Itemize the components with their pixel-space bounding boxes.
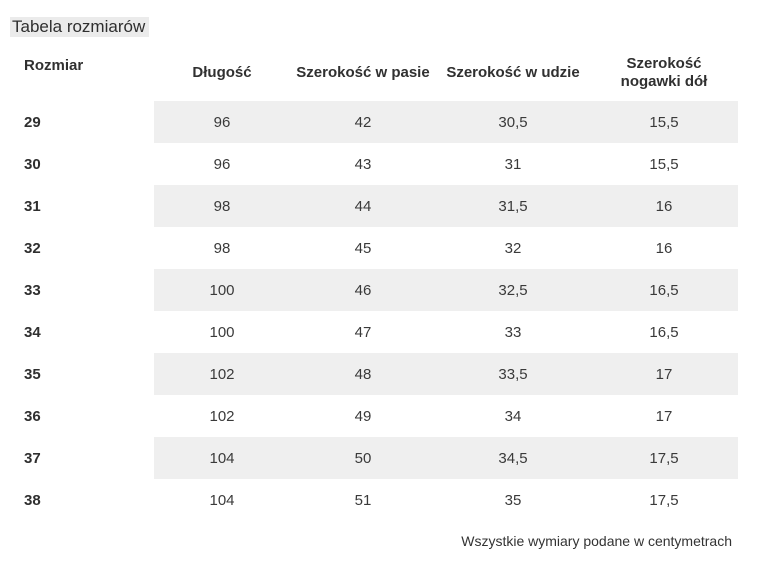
- value-cell: 48: [290, 353, 436, 395]
- value-cell: 34,5: [436, 437, 590, 479]
- size-cell: 33: [24, 281, 41, 299]
- table-row: 29 96 42 30,5 15,5: [10, 101, 738, 143]
- value-cell: 51: [354, 491, 372, 509]
- table-row: 36 102 49 34 17: [10, 395, 738, 437]
- value-cell: 33,5: [436, 353, 590, 395]
- value-cell: 17: [590, 353, 738, 395]
- size-cell: 35: [24, 365, 41, 383]
- value-cell: 104: [209, 491, 235, 509]
- size-table-body: 29 96 42 30,5 15,5 30 96 43 31 15,5 31 98 44 31,5 16 32…: [10, 101, 738, 521]
- value-cell: 47: [354, 323, 372, 341]
- size-cell: 30: [24, 155, 41, 173]
- table-row: 34 100 47 33 16,5: [10, 311, 738, 353]
- value-cell: 15,5: [649, 155, 679, 173]
- value-cell: 32: [504, 239, 522, 257]
- value-cell: 102: [209, 407, 235, 425]
- page-title: Tabela rozmiarów: [10, 17, 150, 37]
- size-cell: 29: [24, 113, 41, 131]
- value-cell: 100: [154, 269, 290, 311]
- size-table: Rozmiar Długość Szerokość w pasie Szerok…: [10, 45, 738, 521]
- table-row: 37 104 50 34,5 17,5: [10, 437, 738, 479]
- value-cell: 43: [354, 155, 372, 173]
- value-cell: 17: [655, 407, 673, 425]
- size-cell: 34: [24, 323, 41, 341]
- header-row: Rozmiar Długość Szerokość w pasie Szerok…: [10, 45, 738, 101]
- value-cell: 98: [213, 239, 231, 257]
- column-header-szerokosc-nogawki-dol: Szerokość nogawki dół: [620, 55, 708, 90]
- value-cell: 31: [504, 155, 522, 173]
- column-header-szerokosc-w-udzie: Szerokość w udzie: [446, 64, 580, 81]
- title-row: Tabela rozmiarów: [0, 0, 762, 37]
- value-cell: 96: [213, 155, 231, 173]
- value-cell: 34: [504, 407, 522, 425]
- value-cell: 35: [504, 491, 522, 509]
- value-cell: 15,5: [590, 101, 738, 143]
- value-cell: 102: [154, 353, 290, 395]
- table-row: 30 96 43 31 15,5: [10, 143, 738, 185]
- value-cell: 98: [154, 185, 290, 227]
- table-row: 38 104 51 35 17,5: [10, 479, 738, 521]
- table-row: 35 102 48 33,5 17: [10, 353, 738, 395]
- value-cell: 100: [209, 323, 235, 341]
- value-cell: 16: [655, 239, 673, 257]
- table-row: 33 100 46 32,5 16,5: [10, 269, 738, 311]
- size-cell: 32: [24, 239, 41, 257]
- column-header-dlugosc: Długość: [192, 64, 252, 81]
- value-cell: 30,5: [436, 101, 590, 143]
- table-row: 32 98 45 32 16: [10, 227, 738, 269]
- value-cell: 16,5: [590, 269, 738, 311]
- size-cell: 36: [24, 407, 41, 425]
- size-cell: 38: [24, 491, 41, 509]
- value-cell: 16,5: [649, 323, 679, 341]
- table-row: 31 98 44 31,5 16: [10, 185, 738, 227]
- size-cell: 37: [24, 449, 41, 467]
- column-header-szerokosc-w-pasie: Szerokość w pasie: [296, 64, 430, 81]
- value-cell: 104: [154, 437, 290, 479]
- value-cell: 96: [154, 101, 290, 143]
- units-note: Wszystkie wymiary podane w centymetrach: [461, 533, 732, 549]
- value-cell: 16: [590, 185, 738, 227]
- value-cell: 45: [354, 239, 372, 257]
- size-cell: 31: [24, 197, 41, 215]
- value-cell: 32,5: [436, 269, 590, 311]
- value-cell: 44: [290, 185, 436, 227]
- value-cell: 17,5: [649, 491, 679, 509]
- value-cell: 46: [290, 269, 436, 311]
- value-cell: 50: [290, 437, 436, 479]
- column-header-rozmiar: Rozmiar: [24, 57, 84, 74]
- value-cell: 31,5: [436, 185, 590, 227]
- value-cell: 49: [354, 407, 372, 425]
- value-cell: 42: [290, 101, 436, 143]
- size-table-header: Rozmiar Długość Szerokość w pasie Szerok…: [10, 45, 738, 101]
- value-cell: 17,5: [590, 437, 738, 479]
- value-cell: 33: [504, 323, 522, 341]
